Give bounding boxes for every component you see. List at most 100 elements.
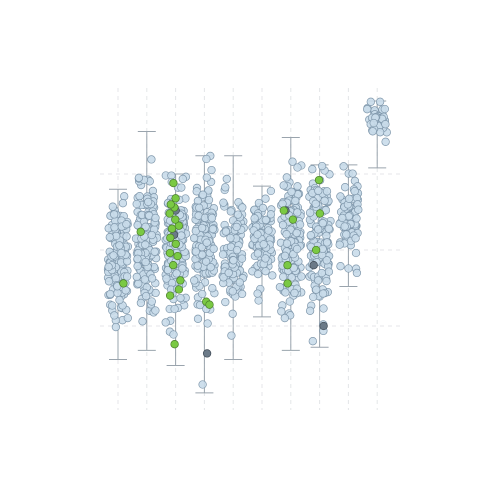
data-point [292,197,300,205]
data-point [207,263,215,271]
data-point [312,200,320,208]
data-point-highlight [312,246,320,254]
data-point [318,162,326,170]
data-point [319,290,327,298]
data-point [151,248,159,256]
data-point [238,290,246,298]
data-point [179,175,187,183]
data-point [120,193,128,201]
data-point [279,200,287,208]
data-point [343,231,351,239]
data-point [320,305,328,313]
data-point [282,289,290,297]
data-point [262,255,270,263]
data-point [318,269,326,277]
data-point-highlight [166,210,174,218]
data-point-dark [320,322,328,330]
data-point [222,184,230,192]
data-point [133,200,141,208]
data-point [148,231,156,239]
data-point [382,138,390,146]
data-point [238,255,246,263]
data-point [339,214,347,222]
data-point [192,248,200,256]
data-point [323,239,331,247]
data-point [109,203,117,211]
data-point [148,275,156,283]
data-point [220,199,228,207]
data-point [309,293,317,301]
data-point [229,288,237,296]
data-point [194,262,202,270]
data-point [142,292,150,300]
data-point [279,221,287,229]
data-point [199,191,207,199]
data-point [341,223,349,231]
data-point [152,214,160,222]
data-point-highlight [280,207,288,215]
data-point [123,220,131,228]
data-point-highlight [206,301,214,309]
data-point-highlight [166,249,174,257]
data-point [225,269,233,277]
data-point [141,276,149,284]
data-point [230,257,238,265]
data-point [142,258,150,266]
data-point [118,249,126,257]
data-point [162,319,170,327]
data-point [291,289,299,297]
data-point [198,224,206,232]
data-point [122,287,130,295]
data-point [219,251,227,259]
data-point [208,166,216,174]
data-point [135,174,143,182]
data-point-highlight [172,240,180,248]
data-point-highlight [289,216,297,224]
data-point [152,307,160,315]
data-point [137,299,145,307]
data-point [323,257,331,265]
data-point [381,105,389,113]
data-point [133,273,141,281]
data-point-highlight [174,252,182,260]
data-point [315,187,323,195]
data-point [312,286,320,294]
data-point [209,284,217,292]
data-point [336,241,344,249]
data-point [293,245,301,253]
data-point-highlight [315,176,323,184]
data-point [309,337,317,345]
data-point [269,272,277,280]
data-point [203,239,211,247]
data-point [367,98,375,106]
data-point [110,252,118,260]
data-point [294,209,302,217]
data-point [314,277,322,285]
data-point [341,183,349,191]
data-point [233,223,241,231]
data-point [170,331,178,339]
data-point-dark [310,261,318,269]
data-point [254,270,262,278]
data-point [203,155,211,163]
data-point [345,195,353,203]
data-point [279,273,287,281]
data-point [110,211,118,219]
data-point [139,318,147,326]
data-point [325,225,333,233]
data-point [233,246,241,254]
data-point [254,231,262,239]
data-point [163,275,171,283]
data-point [124,314,132,322]
data-point [171,305,179,313]
data-point [267,211,275,219]
data-point [190,234,198,242]
data-point [203,174,211,182]
data-point [283,174,291,182]
data-point [337,262,345,270]
data-point [307,231,315,239]
data-point [198,290,206,298]
data-point-highlight [169,261,177,269]
data-point [254,250,262,258]
